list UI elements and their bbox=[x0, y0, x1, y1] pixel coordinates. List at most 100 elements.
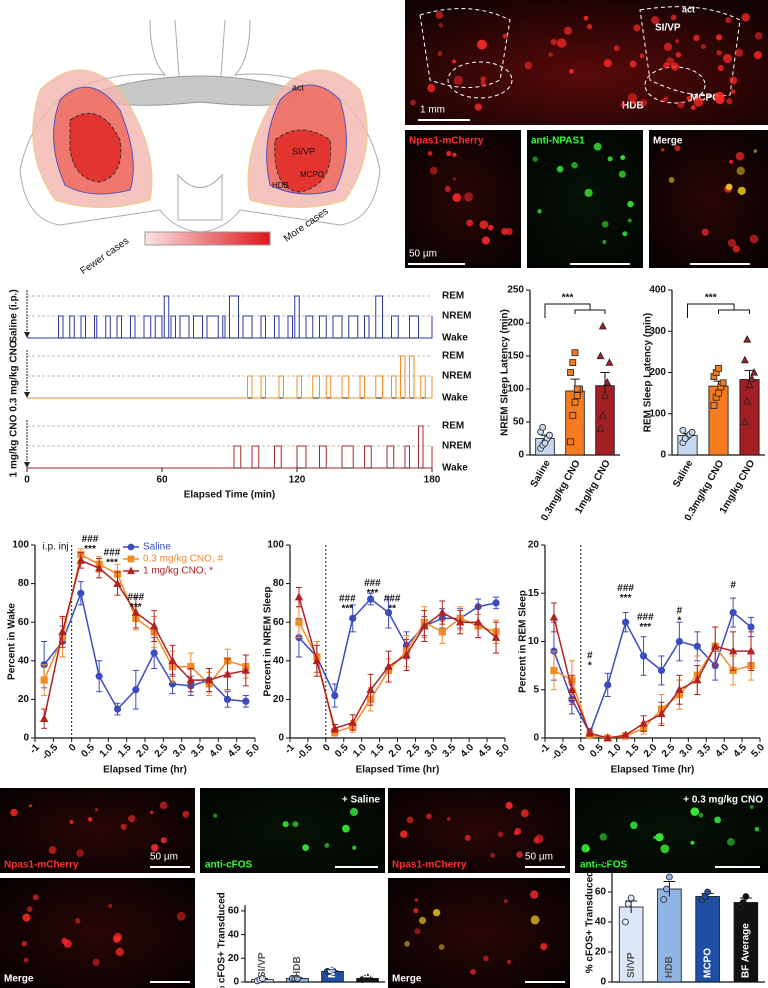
cell bbox=[660, 148, 665, 152]
y-tick-label: 40 bbox=[18, 655, 30, 666]
cell bbox=[550, 38, 557, 46]
cell bbox=[435, 11, 444, 20]
cell bbox=[352, 845, 357, 850]
x-axis-label: Elapsed Time (hr) bbox=[356, 765, 440, 776]
x-tick-label: 4.5 bbox=[476, 742, 494, 760]
image-label: MCPO bbox=[690, 93, 720, 104]
micrograph bbox=[649, 130, 768, 268]
x-tick-label: SI/VP bbox=[626, 952, 637, 978]
x-tick-label: 0.5 bbox=[79, 742, 97, 760]
cell bbox=[556, 165, 564, 173]
cell bbox=[480, 76, 486, 82]
third-ventricle bbox=[177, 173, 223, 221]
x-tick-label: 2.0 bbox=[642, 742, 660, 760]
hypnogram-trace bbox=[27, 355, 433, 399]
cell bbox=[655, 833, 664, 842]
marker bbox=[743, 396, 752, 405]
y-tick-label: 20 bbox=[273, 694, 285, 705]
cell bbox=[726, 838, 735, 846]
cell bbox=[725, 183, 733, 191]
row-label: 0.3 mg/kg CNO bbox=[9, 340, 20, 411]
cell bbox=[753, 51, 762, 60]
cell bbox=[108, 903, 113, 909]
x-axis-label: Elapsed Time (min) bbox=[184, 490, 276, 501]
cell bbox=[414, 928, 421, 935]
series-line bbox=[43, 559, 246, 719]
cell bbox=[737, 186, 746, 195]
state-label: REM bbox=[442, 351, 464, 362]
cell bbox=[176, 911, 186, 921]
cell bbox=[675, 52, 682, 58]
y-tick-label: 0 bbox=[518, 450, 524, 461]
cell bbox=[601, 220, 609, 228]
marker bbox=[604, 681, 612, 689]
marker bbox=[605, 358, 614, 366]
cell bbox=[701, 228, 709, 236]
marker bbox=[622, 918, 629, 926]
marker bbox=[596, 424, 605, 432]
cell bbox=[464, 834, 471, 841]
cell bbox=[599, 833, 608, 841]
significance-label: *** bbox=[562, 293, 574, 304]
cell bbox=[48, 846, 57, 855]
marker bbox=[569, 359, 577, 367]
cell bbox=[663, 42, 673, 52]
y-tick-label: 200 bbox=[649, 367, 666, 378]
y-axis-label: Percent in REM Sleep bbox=[518, 590, 529, 693]
cell bbox=[530, 890, 539, 899]
marker bbox=[585, 728, 594, 737]
cell bbox=[556, 38, 567, 48]
cell bbox=[674, 145, 681, 152]
legend-label: 0.3 mg/kg CNO, # bbox=[143, 554, 223, 565]
x-tick-label: 4.5 bbox=[731, 742, 749, 760]
cell bbox=[446, 817, 451, 821]
cell bbox=[741, 13, 751, 22]
marker bbox=[567, 369, 574, 376]
image-label: Merge bbox=[653, 136, 683, 147]
cell bbox=[668, 176, 675, 183]
series-line bbox=[553, 644, 752, 739]
x-tick-label: SI/VP bbox=[257, 952, 268, 978]
image-label: act bbox=[682, 4, 695, 14]
x-tick-label: 1.0 bbox=[98, 742, 116, 760]
marker bbox=[743, 335, 752, 343]
x-tick-label: 4.5 bbox=[226, 742, 244, 760]
cell bbox=[534, 834, 544, 844]
cell bbox=[693, 34, 700, 42]
cell bbox=[749, 234, 759, 244]
marker bbox=[366, 685, 375, 694]
marker bbox=[150, 649, 158, 657]
significance-label: *** bbox=[705, 293, 717, 304]
marker bbox=[693, 675, 702, 684]
series-line bbox=[553, 617, 752, 739]
atlas: act SI/VP HDB MCPO Fewer cases More case… bbox=[19, 19, 381, 277]
marker bbox=[704, 888, 712, 896]
image-label: Npas1-mCherry bbox=[409, 136, 484, 147]
marker bbox=[186, 675, 196, 684]
cell bbox=[427, 83, 436, 93]
marker bbox=[312, 656, 322, 665]
x-tick-label: MCPO bbox=[327, 948, 338, 978]
atlas-label: HDB bbox=[272, 181, 289, 190]
image-label: SI/VP bbox=[655, 23, 681, 34]
cell bbox=[418, 916, 427, 925]
x-tick-label: BF Average bbox=[362, 923, 373, 978]
marker bbox=[719, 379, 727, 387]
atlas-label: act bbox=[292, 82, 305, 92]
cell bbox=[63, 939, 72, 948]
micrograph bbox=[405, 130, 521, 268]
y-tick-label: 0 bbox=[278, 733, 284, 744]
x-tick-label: 3.5 bbox=[696, 742, 714, 760]
cell bbox=[677, 101, 685, 109]
condition-label: + 0.3 mg/kg CNO bbox=[683, 795, 763, 806]
marker bbox=[639, 652, 648, 660]
x-tick-label: 4.0 bbox=[459, 742, 477, 760]
cell bbox=[438, 944, 445, 950]
cell bbox=[506, 959, 512, 965]
x-axis-label: Elapsed Time (hr) bbox=[103, 765, 187, 776]
x-tick-label: 2.5 bbox=[660, 742, 678, 760]
marker bbox=[367, 595, 375, 603]
marker bbox=[715, 364, 722, 372]
marker bbox=[491, 632, 501, 641]
